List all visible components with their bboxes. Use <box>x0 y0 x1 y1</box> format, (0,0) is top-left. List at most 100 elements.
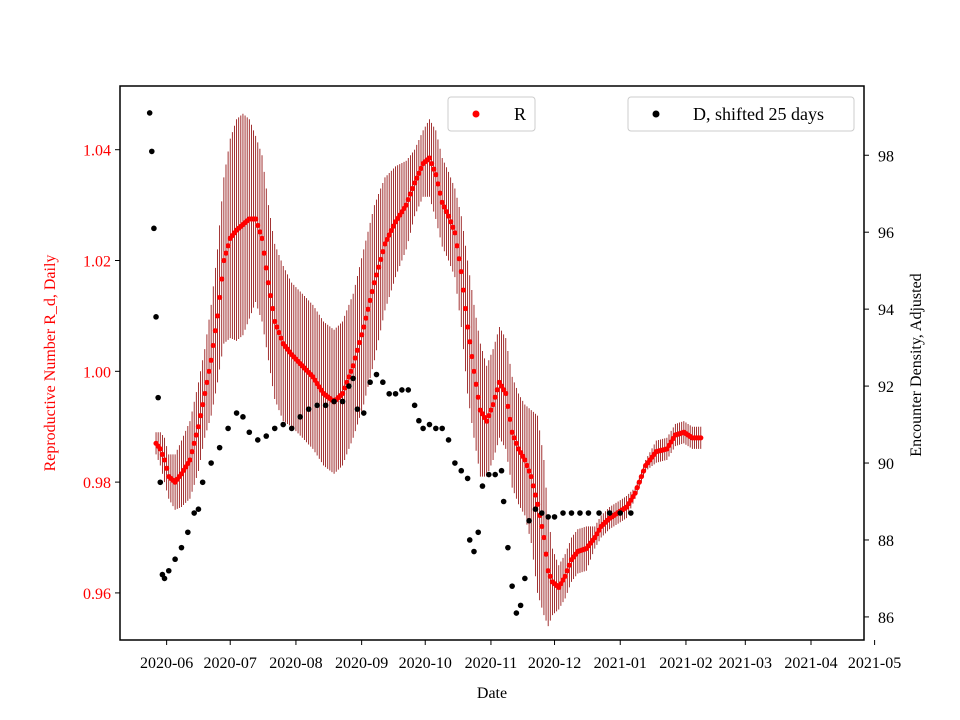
d-point <box>288 425 295 432</box>
left-y-tick-label: 1.02 <box>83 254 111 271</box>
r-point <box>547 573 553 579</box>
x-axis-label: Date <box>477 685 507 702</box>
r-point <box>378 256 384 263</box>
d-point <box>339 398 346 405</box>
right-y-tick-label: 90 <box>878 456 894 473</box>
d-point <box>199 479 206 486</box>
d-point <box>585 510 592 516</box>
d-point <box>568 510 575 516</box>
d-point <box>532 506 539 512</box>
d-point <box>146 110 153 116</box>
right-y-tick-label: 86 <box>878 610 894 627</box>
r-point <box>507 416 513 422</box>
r-point <box>456 256 462 262</box>
d-point <box>464 475 471 482</box>
d-point <box>509 583 515 589</box>
d-point <box>522 575 528 582</box>
d-point <box>445 437 452 443</box>
r-point <box>428 160 435 167</box>
d-point <box>360 410 367 416</box>
r-point <box>443 208 450 215</box>
right-y-tick-label: 96 <box>878 225 894 242</box>
d-point <box>439 425 445 432</box>
r-point <box>409 185 416 192</box>
r-point <box>157 446 163 452</box>
r-point <box>492 394 498 400</box>
d-point <box>165 567 172 574</box>
d-point <box>161 575 168 582</box>
r-point <box>522 457 528 463</box>
x-tick-label: 2020-12 <box>528 655 581 672</box>
d-point <box>411 402 418 409</box>
x-tick-label: 2020-07 <box>204 655 257 672</box>
r-point <box>265 280 271 286</box>
r-point <box>272 318 278 325</box>
d-point <box>240 414 246 420</box>
r-point <box>191 440 197 446</box>
r-point <box>339 390 346 397</box>
r-point <box>206 368 212 374</box>
r-point <box>363 315 369 321</box>
d-point <box>560 510 566 516</box>
legend-d-box <box>627 96 855 132</box>
r-point <box>255 222 261 229</box>
r-point <box>164 465 170 471</box>
r-point <box>159 451 165 458</box>
d-point <box>471 548 477 555</box>
r-point <box>371 280 377 286</box>
d-point <box>475 529 482 536</box>
r-point <box>454 243 460 249</box>
right-y-axis-label: Encounter Density, Adjusted <box>908 273 925 456</box>
d-point <box>596 510 602 516</box>
legend-r: R <box>447 96 536 132</box>
r-point <box>382 241 388 247</box>
r-point <box>484 418 490 424</box>
r-point <box>365 306 371 312</box>
r-point <box>348 368 354 374</box>
d-point <box>153 314 159 320</box>
r-point <box>204 379 210 385</box>
d-point <box>322 402 329 409</box>
r-point <box>388 227 394 234</box>
r-point <box>261 250 267 256</box>
r-point <box>214 313 221 319</box>
r-point <box>354 347 361 353</box>
r-point <box>445 213 452 219</box>
r-point <box>450 224 456 230</box>
x-tick-label: 2021-04 <box>784 655 837 672</box>
r-point <box>259 235 265 241</box>
right-y-axis: 86 88 90 92 94 96 98 <box>864 148 894 627</box>
d-point <box>386 390 392 397</box>
d-point <box>157 479 164 486</box>
d-point <box>606 510 613 516</box>
left-y-tick-label: 0.98 <box>83 475 111 492</box>
r-point <box>524 462 530 469</box>
r-point <box>437 190 443 196</box>
d-point <box>505 544 511 551</box>
r-point <box>407 191 413 197</box>
r-point <box>416 170 422 176</box>
d-point <box>148 148 155 155</box>
r-series <box>153 155 704 590</box>
x-tick-label: 2020-08 <box>269 655 322 672</box>
d-point <box>380 379 386 386</box>
d-point <box>280 421 287 428</box>
d-point <box>545 514 551 520</box>
d-point <box>526 517 532 524</box>
r-point <box>352 355 358 361</box>
r-point <box>566 562 572 568</box>
x-axis: 2020-06 2020-07 2020-08 2020-09 2020-10 2020-… <box>140 640 901 672</box>
d-point <box>416 417 422 424</box>
r-point <box>208 357 214 363</box>
r-point <box>418 165 424 172</box>
r-point <box>488 407 494 413</box>
r-point <box>562 573 568 579</box>
d-point <box>246 429 253 436</box>
r-point <box>350 363 356 369</box>
d-point <box>297 414 303 420</box>
r-point <box>465 324 471 330</box>
d-point <box>271 425 278 432</box>
r-point <box>223 250 229 256</box>
d-point <box>486 471 492 478</box>
r-point <box>161 457 168 463</box>
